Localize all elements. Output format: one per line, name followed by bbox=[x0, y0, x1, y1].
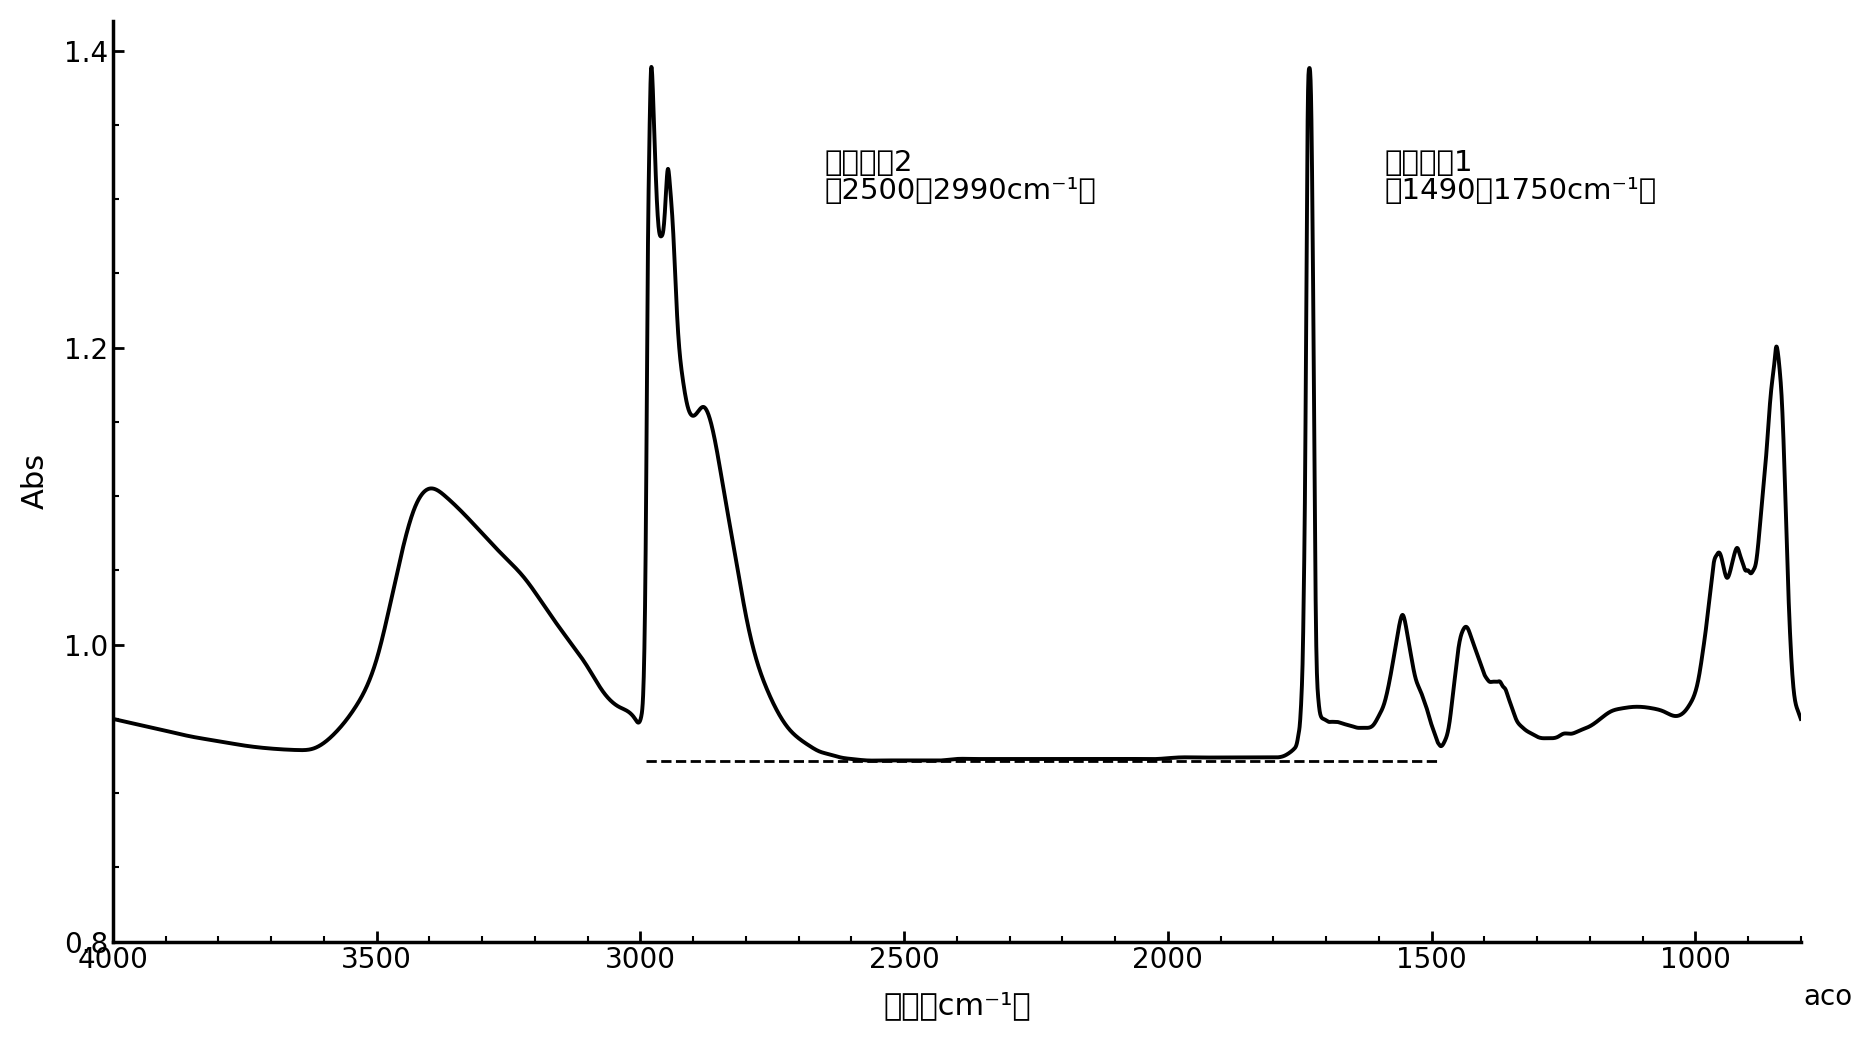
X-axis label: 波数［cm⁻¹］: 波数［cm⁻¹］ bbox=[882, 991, 1030, 1020]
Text: 波数区域1: 波数区域1 bbox=[1384, 149, 1472, 177]
Text: （2500～2990cm⁻¹）: （2500～2990cm⁻¹） bbox=[824, 177, 1098, 205]
Text: 波数区域2: 波数区域2 bbox=[824, 149, 914, 177]
Text: （1490～1750cm⁻¹）: （1490～1750cm⁻¹） bbox=[1384, 177, 1656, 205]
Text: aco: aco bbox=[1804, 983, 1852, 1011]
Y-axis label: Abs: Abs bbox=[21, 453, 51, 509]
